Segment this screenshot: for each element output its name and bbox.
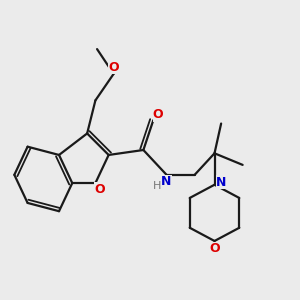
Text: O: O xyxy=(108,61,119,74)
Text: H: H xyxy=(153,182,161,191)
Text: O: O xyxy=(94,182,105,196)
Text: O: O xyxy=(209,242,220,255)
Text: O: O xyxy=(153,108,163,122)
Text: N: N xyxy=(161,175,172,188)
Text: N: N xyxy=(216,176,226,189)
